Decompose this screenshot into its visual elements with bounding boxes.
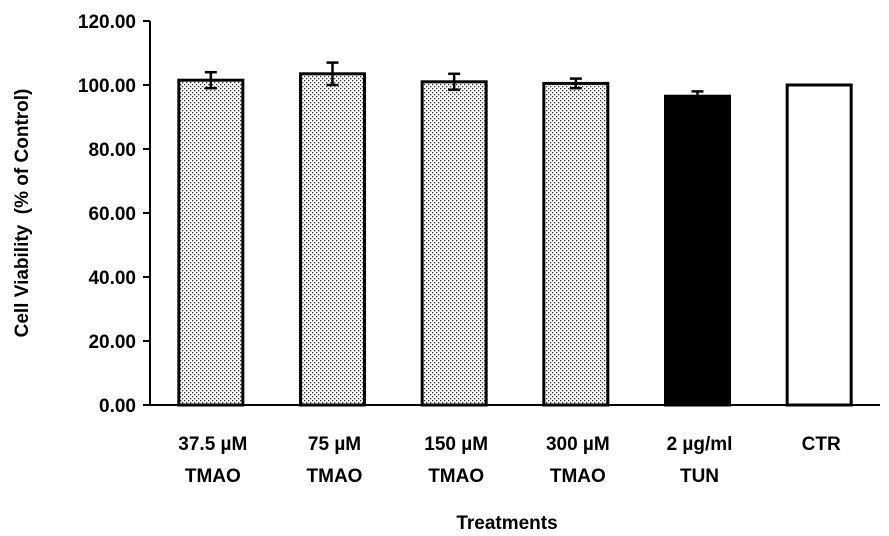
bar xyxy=(664,94,731,407)
x-category-label: TUN xyxy=(680,466,719,487)
x-category-label: 300 µM xyxy=(546,434,610,455)
x-category-label: CTR xyxy=(802,434,841,455)
x-category-label: 2 µg/ml xyxy=(667,434,733,455)
bar xyxy=(420,80,488,407)
y-tick-label: 120.00 xyxy=(78,12,136,33)
x-category-label: 37.5 µM xyxy=(178,434,247,455)
y-tick-label: 60.00 xyxy=(88,204,136,225)
y-tick-label: 0.00 xyxy=(99,396,136,417)
y-axis-title: Cell Viability (% of Control) xyxy=(12,89,33,338)
x-category-label: 150 µM xyxy=(424,434,488,455)
bar xyxy=(299,72,366,407)
x-axis-title: Treatments xyxy=(456,513,557,534)
y-tick-label: 40.00 xyxy=(88,268,136,289)
x-category-label: TMAO xyxy=(307,466,363,487)
bar xyxy=(542,81,610,407)
bar xyxy=(177,78,245,407)
y-tick-label: 20.00 xyxy=(88,332,136,353)
x-category-label: 75 µM xyxy=(308,434,361,455)
x-category-label: TMAO xyxy=(550,466,606,487)
x-category-label: TMAO xyxy=(428,466,484,487)
y-tick-label: 80.00 xyxy=(88,140,136,161)
x-category-label: TMAO xyxy=(185,466,241,487)
bar xyxy=(785,83,853,407)
y-tick-label: 100.00 xyxy=(78,76,136,97)
